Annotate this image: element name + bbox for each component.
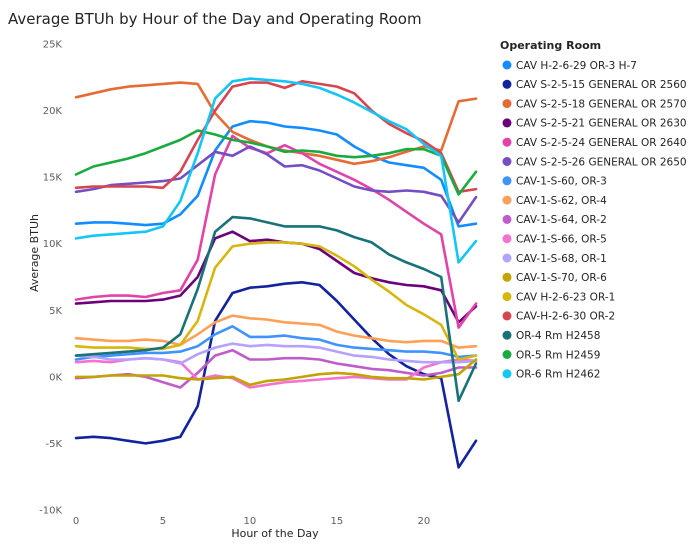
legend-item-label[interactable]: CAV-H-2-6-30 OR-2: [516, 311, 615, 323]
series-line-13: [74, 80, 478, 194]
chart-title: Average BTUh by Hour of the Day and Oper…: [8, 10, 422, 28]
legend-item-label[interactable]: CAV-1-S-64, OR-2: [516, 214, 607, 226]
legend-item-label[interactable]: CAV S-2-5-18 GENERAL OR 2570: [516, 98, 687, 110]
series-line-7: [74, 314, 478, 349]
legend-item-label[interactable]: OR-5 Rm H2459: [516, 349, 600, 361]
y-tick-label: 25K: [43, 40, 63, 51]
legend-marker: [502, 311, 512, 321]
series-line-1: [74, 280, 478, 469]
y-tick-label: -10K: [39, 506, 62, 517]
legend-marker: [502, 137, 512, 147]
series-line-14: [74, 215, 478, 403]
legend-marker: [502, 60, 512, 70]
legend-title: Operating Room: [500, 39, 601, 52]
x-tick-label: 5: [160, 516, 166, 527]
y-tick-label: 0K: [49, 372, 62, 383]
legend-item-label[interactable]: CAV S-2-5-26 GENERAL OR 2650: [516, 156, 687, 168]
legend-marker: [502, 369, 512, 379]
series-line-15: [74, 129, 478, 196]
legend-marker: [502, 118, 512, 128]
legend-item-label[interactable]: CAV H-2-6-23 OR-1: [516, 291, 615, 303]
legend-marker: [502, 350, 512, 359]
x-axis-ticks: 0 5 10 15 20: [73, 516, 430, 527]
legend-item-label[interactable]: CAV-1-S-70, OR-6: [516, 272, 607, 284]
x-tick-label: 0: [73, 516, 79, 527]
legend-marker: [502, 99, 512, 109]
series-line-11: [74, 358, 478, 387]
legend-item-label[interactable]: CAV S-2-5-21 GENERAL OR 2630: [516, 118, 687, 130]
y-axis-ticks: -10K -5K 0K 5K 10K 15K 20K 25K: [39, 40, 62, 517]
legend-marker: [502, 176, 512, 186]
x-tick-label: 10: [244, 516, 257, 527]
legend-marker: [502, 292, 512, 302]
series-line-2: [74, 81, 478, 166]
legend-marker: [502, 214, 512, 224]
y-axis-label: Average BTUh: [28, 214, 41, 292]
series-line-10: [74, 342, 478, 365]
legend-item-label[interactable]: CAV H-2-6-29 OR-3 H-7: [516, 60, 637, 72]
legend-marker: [502, 157, 512, 166]
x-tick-label: 20: [417, 516, 430, 527]
y-tick-label: 20K: [43, 106, 63, 117]
x-tick-label: 15: [331, 516, 344, 527]
y-tick-label: -5K: [45, 439, 62, 450]
legend-item-label[interactable]: CAV-1-S-60, OR-3: [516, 176, 607, 188]
legend-item-label[interactable]: CAV S-2-5-24 GENERAL OR 2640: [516, 137, 687, 149]
legend-marker: [502, 195, 512, 205]
legend-marker: [502, 272, 512, 282]
legend-item-label[interactable]: CAV-1-S-62, OR-4: [516, 195, 607, 207]
legend-item-label[interactable]: OR-4 Rm H2458: [516, 330, 600, 342]
legend-item-label[interactable]: CAV-1-S-66, OR-5: [516, 234, 607, 246]
legend-marker: [502, 234, 512, 244]
series-line-16: [74, 77, 478, 264]
legend-item-label[interactable]: CAV-1-S-68, OR-1: [516, 253, 607, 265]
series-line-12: [74, 241, 478, 361]
y-tick-label: 10K: [43, 239, 63, 250]
series-line-3: [74, 230, 478, 324]
series-line-8: [74, 348, 478, 389]
legend-item-label[interactable]: OR-6 Rm H2462: [516, 369, 600, 381]
series-line-5: [74, 145, 478, 224]
x-axis-label: Hour of the Day: [231, 527, 319, 540]
legend-item-label[interactable]: CAV S-2-5-15 GENERAL OR 2560: [516, 79, 687, 91]
y-tick-label: 5K: [49, 306, 62, 317]
series-line-0: [74, 119, 478, 228]
legend-marker: [502, 79, 512, 89]
legend-marker: [502, 330, 512, 340]
series-lines: [74, 77, 478, 469]
legend-marker: [502, 253, 512, 263]
series-line-6: [74, 324, 478, 361]
y-tick-label: 15K: [43, 173, 63, 184]
legend: Operating Room CAV H-2-6-29 OR-3 H-7 CAV S…: [500, 39, 687, 381]
